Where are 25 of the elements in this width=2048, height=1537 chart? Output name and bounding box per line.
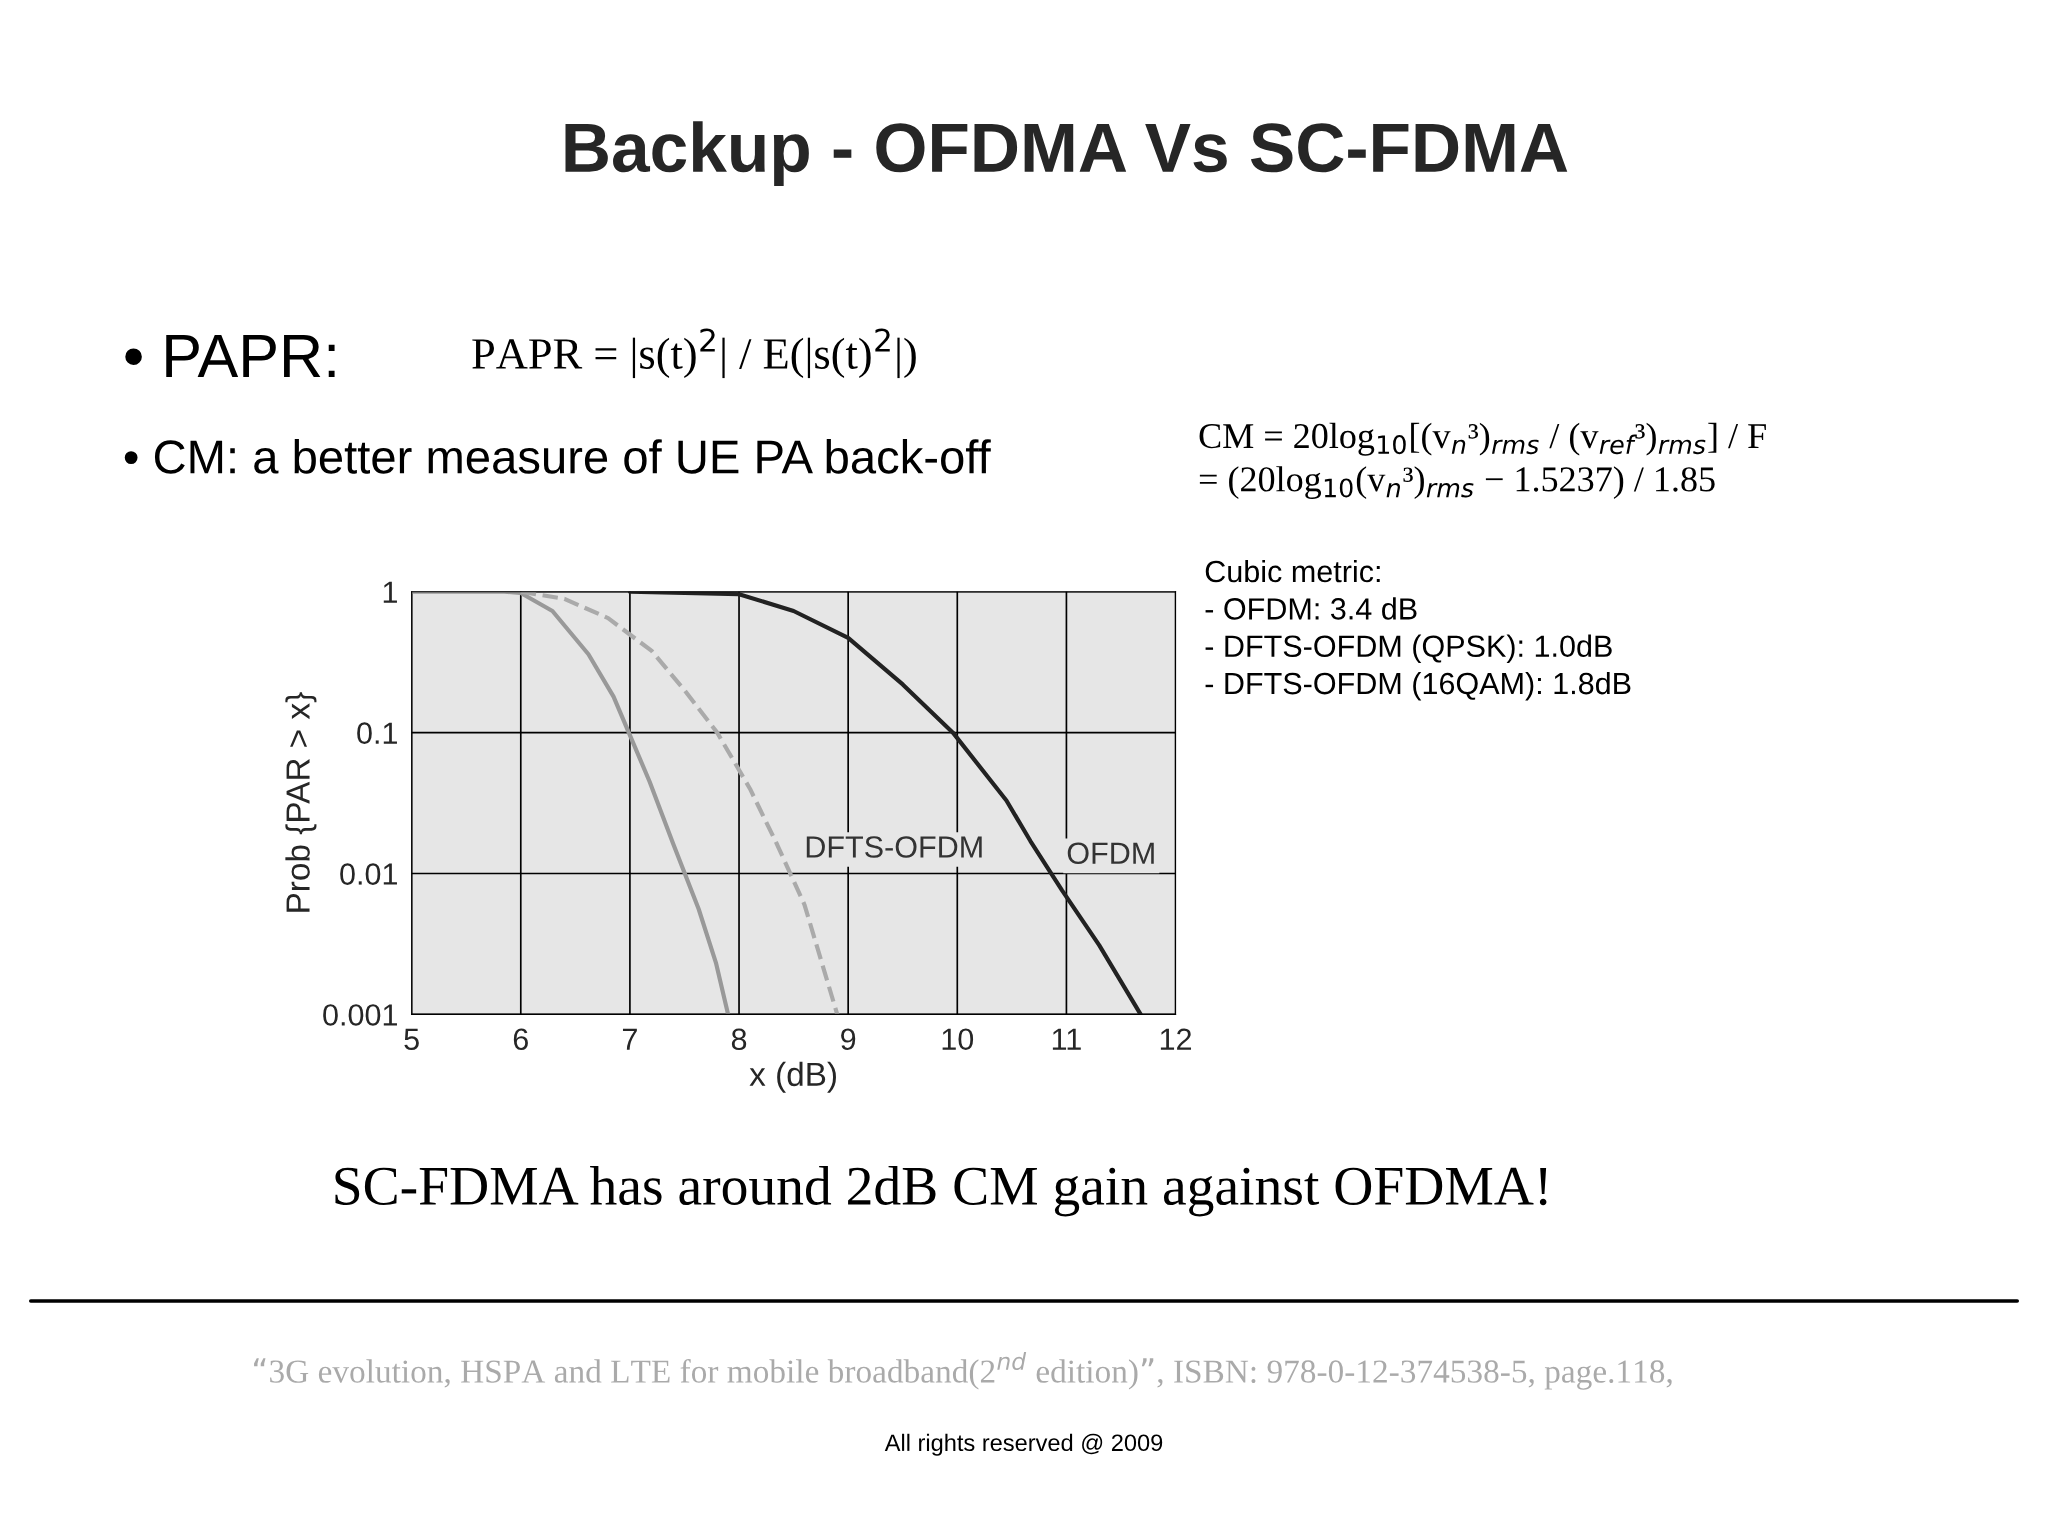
chart-title: Backup - OFDMA Vs SC-FDMA bbox=[565, 121, 1568, 187]
text: PAPR = |s(t)$^{2}$| / E(|s(t)$^{2}$|) bbox=[472, 328, 916, 379]
text: • PAPR: bbox=[125, 334, 335, 377]
x-tick-label: 10 bbox=[942, 1028, 974, 1051]
text: CM = 20log$_{10}$[(v$_{n}$³)$_{rms}$ / (v$_{ref}$³)$_{rms}$] / F = (20log$_{10}$(v$_{n}$³)$_{rms}$ − 1.5237) / 1.85 bbox=[1199, 422, 1766, 500]
y-tick-label: 0.1 bbox=[357, 722, 397, 745]
y-axis-title: Prob {PAR > x} bbox=[285, 692, 317, 912]
text: All rights reserved @ 2009 bbox=[884, 1433, 1163, 1456]
x-tick-label: 7 bbox=[622, 1028, 637, 1050]
x-tick-label: 12 bbox=[1160, 1028, 1192, 1050]
y-tick-label: 0.01 bbox=[340, 863, 397, 885]
x-axis-title: x (dB) bbox=[749, 1061, 836, 1093]
x-tick-label: 5 bbox=[404, 1028, 419, 1051]
x-tick-label: 9 bbox=[841, 1028, 856, 1051]
y-tick-label: 1 bbox=[383, 581, 397, 603]
annotation: OFDM bbox=[1067, 842, 1154, 865]
x-tick-label: 8 bbox=[731, 1028, 747, 1051]
text: “3G evolution, HSPA and LTE for mobile broadband(2$^{nd}$ edition)”, ISBN: 978-0-12-374538-5, page.118, bbox=[254, 1352, 1672, 1390]
text: Cubic metric: - OFDM: 3.4 dB - DFTS-OFDM (QPSK): 1.0dB - DFTS-OFDM (16QAM): 1.8dB bbox=[1205, 559, 1631, 701]
text: SC-FDMA has around 2dB CM gain against OFDMA! bbox=[335, 1165, 1547, 1217]
text: • CM: a better measure of UE PA back-off bbox=[124, 439, 991, 474]
x-tick-label: 6 bbox=[513, 1028, 528, 1051]
annotation: DFTS-OFDM bbox=[806, 836, 982, 858]
y-tick-label: 0.001 bbox=[323, 1004, 397, 1026]
x-tick-label: 11 bbox=[1052, 1028, 1081, 1050]
